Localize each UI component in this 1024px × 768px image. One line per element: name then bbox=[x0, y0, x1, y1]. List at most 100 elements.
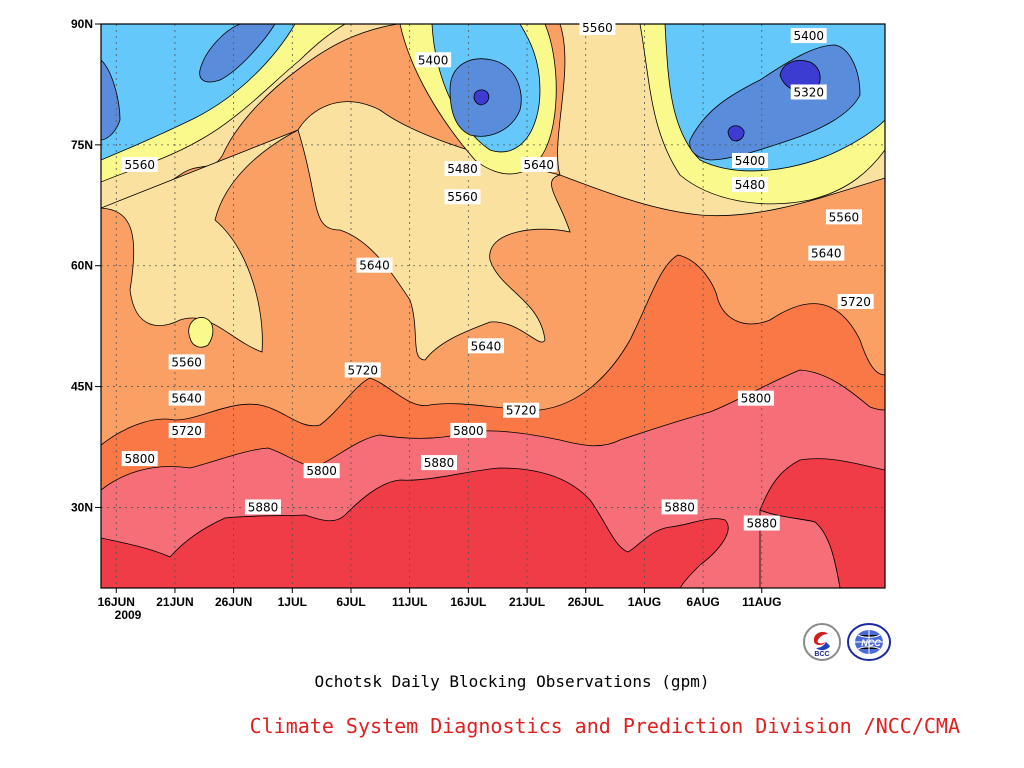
contour-label-text: 5400 bbox=[793, 29, 824, 43]
contour-label-text: 5560 bbox=[447, 190, 478, 204]
contour-label-box bbox=[444, 161, 481, 177]
contour-label-text: 5880 bbox=[248, 500, 279, 514]
x-axis-year-label: 2009 bbox=[115, 608, 142, 622]
contour-label-box bbox=[520, 157, 557, 172]
contour-label-box bbox=[303, 463, 340, 479]
contour-label: 5560 bbox=[825, 209, 862, 225]
contour-label: 5720 bbox=[503, 402, 540, 418]
x-tick-label: 1AUG bbox=[628, 595, 661, 609]
contour-label-box bbox=[661, 499, 698, 515]
contour-label-text: 5400 bbox=[418, 53, 449, 67]
contour-label: 5640 bbox=[808, 245, 845, 261]
region-5320-5400-nw bbox=[199, 24, 276, 83]
x-tick-label: 16JUN bbox=[98, 595, 135, 609]
plot-frame bbox=[100, 23, 886, 589]
contour-label: 5560 bbox=[121, 157, 158, 172]
x-tick-label: 6JUL bbox=[336, 595, 365, 609]
contour-label-box bbox=[168, 390, 205, 406]
x-tick-label: 11AUG bbox=[742, 595, 781, 609]
contour-label: 5400 bbox=[732, 152, 769, 168]
contour-label: 5880 bbox=[743, 515, 780, 531]
contour-label-box bbox=[790, 28, 827, 44]
region-5320-5400-west bbox=[101, 59, 121, 141]
contour-label-box bbox=[121, 451, 158, 467]
contour-label-box bbox=[444, 189, 481, 205]
contour-label: 5880 bbox=[661, 499, 698, 515]
contour-label-box bbox=[450, 422, 487, 438]
contour-label: 5720 bbox=[344, 362, 381, 378]
region-above-5880-main bbox=[101, 467, 729, 588]
contour-label: 5720 bbox=[168, 422, 205, 438]
contour-label: 5400 bbox=[415, 52, 452, 68]
y-tick-label: 45N bbox=[71, 380, 93, 394]
contour-label-text: 5560 bbox=[829, 210, 860, 224]
region-5480-5560-south bbox=[188, 317, 214, 348]
contour-label-box bbox=[837, 293, 874, 309]
x-axis: 16JUN 21JUN 26JUN 1JUL 6JUL 11JUL 16JUL 21JUL 26… bbox=[98, 588, 781, 609]
contour-label-box bbox=[503, 402, 540, 418]
contour-label: 5800 bbox=[737, 390, 774, 406]
x-tick-label: 16JUL bbox=[450, 595, 486, 609]
contour-label-box bbox=[579, 20, 616, 36]
contour-fill-layer bbox=[101, 24, 885, 588]
contour-label: 5880 bbox=[244, 499, 281, 515]
contour-label-text: 5720 bbox=[347, 363, 378, 377]
x-tick-label: 21JUN bbox=[156, 595, 193, 609]
contour-label-box bbox=[737, 390, 774, 406]
contour-label-box bbox=[344, 362, 381, 378]
contour-label: 5880 bbox=[421, 455, 458, 471]
x-tick-label: 1JUL bbox=[278, 595, 307, 609]
contour-label-text: 5640 bbox=[811, 247, 842, 261]
contour-label: 5640 bbox=[356, 257, 393, 273]
contour-label-box bbox=[825, 209, 862, 225]
contour-label-box bbox=[168, 354, 205, 370]
contour-label-box bbox=[732, 177, 769, 193]
chart-title: Ochotsk Daily Blocking Observations (gpm… bbox=[314, 672, 710, 691]
contour-label: 5480 bbox=[444, 161, 481, 177]
contour-label-box bbox=[168, 422, 205, 438]
contour-label: 5640 bbox=[168, 390, 205, 406]
contour-label-box bbox=[467, 338, 504, 354]
contour-label-text: 5720 bbox=[171, 424, 202, 438]
contour-label-text: 5640 bbox=[471, 339, 502, 353]
contour-label-text: 5560 bbox=[171, 355, 202, 369]
contour-label: 5640 bbox=[520, 157, 557, 172]
contour-label-text: 5320 bbox=[793, 85, 824, 99]
credit-line: Climate System Diagnostics and Predictio… bbox=[249, 714, 960, 738]
contour-label-text: 5400 bbox=[735, 154, 766, 168]
contour-label: 5560 bbox=[168, 354, 205, 370]
contour-label-text: 5800 bbox=[306, 464, 337, 478]
contour-label-box bbox=[121, 157, 158, 172]
region-below-5320-a bbox=[473, 89, 490, 106]
x-tick-label: 6AUG bbox=[686, 595, 719, 609]
contour-label-box bbox=[415, 52, 452, 68]
contour-label: 5800 bbox=[450, 422, 487, 438]
y-axis: 30N 45N 60N 75N 90N bbox=[71, 17, 101, 514]
contour-label: 5320 bbox=[790, 84, 827, 100]
contour-label: 5480 bbox=[732, 177, 769, 193]
contour-label-text: 5720 bbox=[506, 404, 537, 418]
contour-label: 5800 bbox=[303, 463, 340, 479]
y-tick-label: 90N bbox=[71, 17, 93, 31]
contour-label-box bbox=[732, 152, 769, 168]
contour-label-text: 5800 bbox=[741, 392, 772, 406]
contour-label-box bbox=[356, 257, 393, 273]
contour-label: 5560 bbox=[444, 189, 481, 205]
contour-label-box bbox=[743, 515, 780, 531]
contour-label-text: 5560 bbox=[124, 158, 155, 172]
contour-label-text: 5880 bbox=[424, 456, 455, 470]
contour-label-text: 5880 bbox=[746, 517, 777, 531]
contour-label: 5800 bbox=[121, 451, 158, 467]
contour-label-text: 5800 bbox=[453, 424, 484, 438]
region-5800-5880-east-pocket bbox=[759, 509, 841, 588]
contour-label-text: 5880 bbox=[664, 500, 695, 514]
y-tick-label: 60N bbox=[71, 259, 93, 273]
contour-label: 5640 bbox=[467, 338, 504, 354]
contour-label-box bbox=[790, 84, 827, 100]
contour-label-text: 5720 bbox=[840, 295, 871, 309]
contour-label-box bbox=[421, 455, 458, 471]
contour-label: 5560 bbox=[579, 20, 616, 36]
svg-text:BCC: BCC bbox=[814, 651, 829, 658]
x-tick-label: 26JUL bbox=[568, 595, 604, 609]
